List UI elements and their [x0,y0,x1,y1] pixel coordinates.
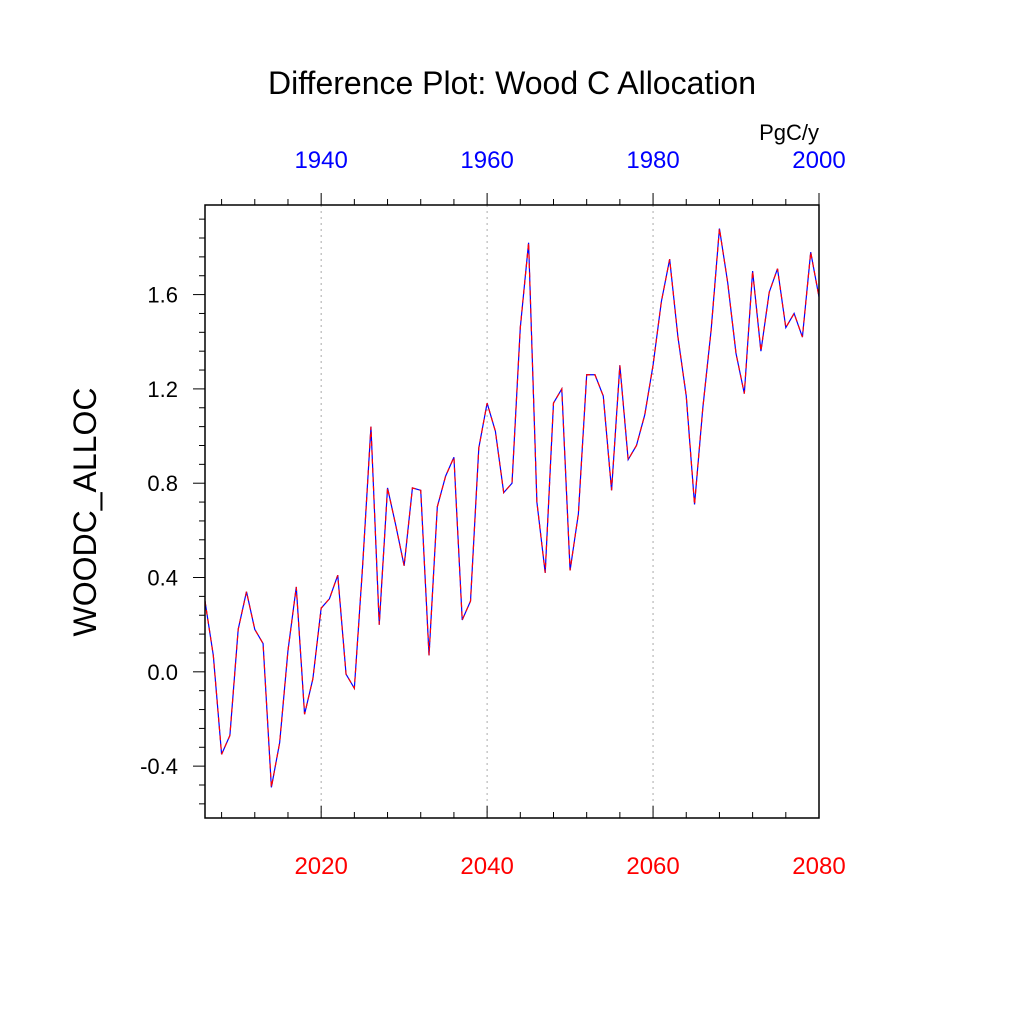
units-label: PgC/y [759,120,819,145]
series-layer [205,228,819,788]
y-tick-label: -0.4 [140,754,178,779]
x-bottom-tick-label: 2080 [792,853,845,880]
y-tick-label: 0.8 [147,471,178,496]
x-top-tick-label: 1980 [626,147,679,174]
x-bottom-tick-label: 2060 [626,853,679,880]
series-line-2 [205,228,819,788]
x-bottom-tick-label: 2020 [294,853,347,880]
grid-lines [320,205,654,818]
x-top-tick-label: 1940 [294,147,347,174]
y-tick-label: 0.4 [147,566,178,591]
x-top-tick-label: 2000 [792,147,845,174]
x-bottom-tick-label: 2040 [460,853,513,880]
y-tick-label: 0.0 [147,660,178,685]
y-axis-label: WOODC_ALLOC [67,388,103,637]
series-line-1 [205,228,819,788]
plot-frame [204,204,820,819]
y-tick-label: 1.2 [147,377,178,402]
x-top-tick-label: 1960 [460,147,513,174]
chart-title: Difference Plot: Wood C Allocation [268,65,756,101]
y-tick-label: 1.6 [147,283,178,308]
axis-ticks [193,193,820,818]
tick-labels: 2020 2040 2060 2080 1940 1960 1980 2000 -0.4 0.0 0… [140,147,846,880]
